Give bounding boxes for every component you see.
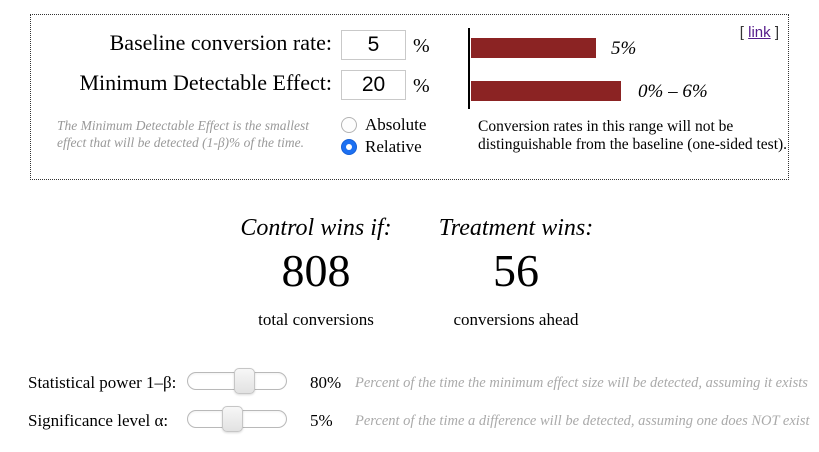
effect-mode-group: Absolute Relative	[341, 114, 426, 158]
radio-absolute-icon[interactable]	[341, 117, 357, 133]
chart-axis-line	[468, 28, 470, 109]
baseline-bar	[471, 38, 596, 58]
significance-control-row: Significance level α: 5% Percent of the …	[0, 406, 819, 438]
radio-relative-label: Relative	[365, 137, 422, 156]
permalink-bracket-close: ]	[770, 24, 779, 41]
mde-label: Minimum Detectable Effect:	[79, 70, 332, 95]
mde-help-line1: The Minimum Detectable Effect is the sma…	[57, 118, 309, 133]
power-help-text: Percent of the time the minimum effect s…	[355, 375, 808, 391]
baseline-bar-label: 5%	[611, 38, 637, 59]
power-slider-thumb[interactable]	[233, 368, 255, 394]
range-bar-label: 0% – 6%	[638, 81, 708, 102]
permalink-container: [ link ]	[740, 24, 779, 41]
chart-caption: Conversion rates in this range will not …	[478, 118, 788, 153]
baseline-rate-input[interactable]	[341, 30, 406, 60]
parameters-panel: Baseline conversion rate: % Minimum Dete…	[30, 14, 789, 180]
treatment-heading: Treatment wins:	[438, 215, 594, 241]
mde-input[interactable]	[341, 70, 406, 100]
baseline-rate-label: Baseline conversion rate:	[109, 30, 332, 55]
radio-absolute-label: Absolute	[365, 115, 427, 134]
treatment-caption: conversions ahead	[453, 310, 579, 329]
significance-value: 5%	[310, 411, 333, 430]
permalink[interactable]: link	[748, 24, 771, 41]
control-result-column: Control wins if: 808 total conversions	[206, 212, 426, 329]
baseline-rate-unit: %	[413, 35, 430, 57]
control-heading: Control wins if:	[240, 215, 392, 241]
power-value: 80%	[310, 373, 342, 392]
chart-caption-line1: Conversion rates in this range will not …	[478, 118, 734, 135]
significance-slider-thumb[interactable]	[221, 406, 243, 432]
mde-help-text: The Minimum Detectable Effect is the sma…	[57, 117, 345, 151]
significance-label: Significance level α:	[28, 411, 169, 430]
radio-option-absolute[interactable]: Absolute	[341, 114, 426, 136]
power-control-row: Statistical power 1–β: 80% Percent of th…	[0, 368, 819, 400]
chart-caption-line2: distinguishable from the baseline (one-s…	[478, 135, 788, 153]
control-value: 808	[281, 245, 351, 296]
permalink-bracket-open: [	[739, 24, 749, 41]
treatment-value: 56	[493, 245, 539, 296]
power-label: Statistical power 1–β:	[28, 373, 177, 392]
range-bar	[471, 81, 621, 101]
mde-help-line2: effect that will be detected (1-β)% of t…	[57, 135, 305, 150]
treatment-result-column: Treatment wins: 56 conversions ahead	[406, 212, 626, 329]
significance-help-text: Percent of the time a difference will be…	[355, 413, 810, 429]
radio-relative-icon[interactable]	[341, 139, 357, 155]
radio-option-relative[interactable]: Relative	[341, 136, 426, 158]
mde-unit: %	[413, 75, 430, 97]
control-caption: total conversions	[258, 310, 374, 329]
